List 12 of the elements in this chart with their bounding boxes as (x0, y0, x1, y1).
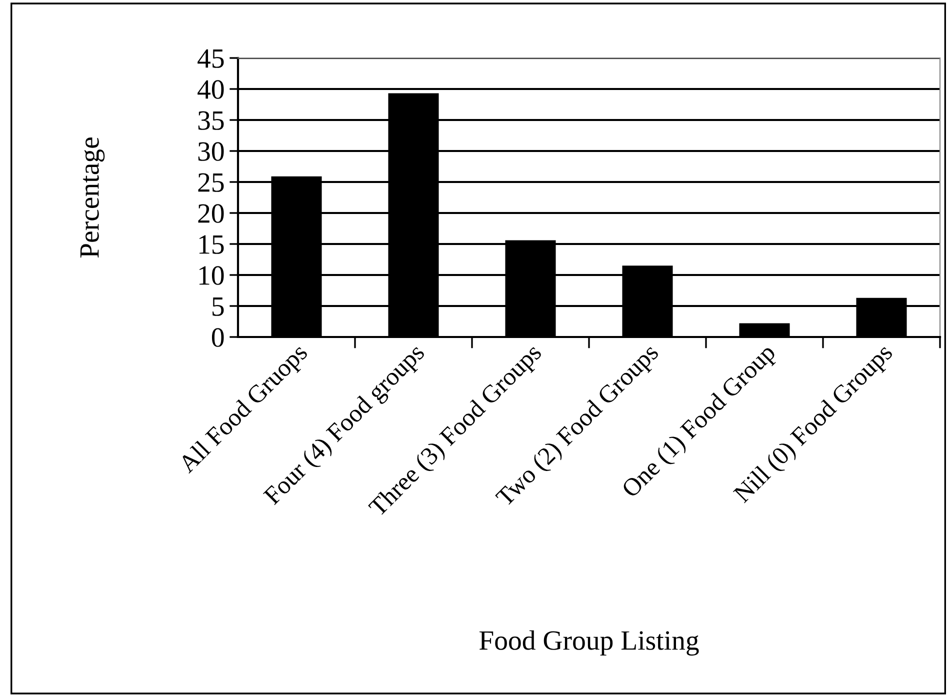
y-tick-label: 15 (199, 235, 224, 254)
y-tick-label: 25 (198, 173, 224, 192)
y-tick-label: 35 (198, 111, 224, 130)
y-tick-label: 20 (198, 204, 224, 223)
y-tick-label: 0 (212, 328, 224, 347)
y-tick-label: 10 (199, 266, 224, 285)
y-tick-label: 5 (212, 297, 224, 316)
y-axis-title: Percentage (80, 138, 105, 258)
x-axis-title: Food Group Listing (479, 630, 699, 656)
y-tick-label: 45 (198, 49, 224, 68)
y-tick-label: 30 (198, 142, 224, 161)
y-tick-label: 40 (198, 80, 224, 99)
